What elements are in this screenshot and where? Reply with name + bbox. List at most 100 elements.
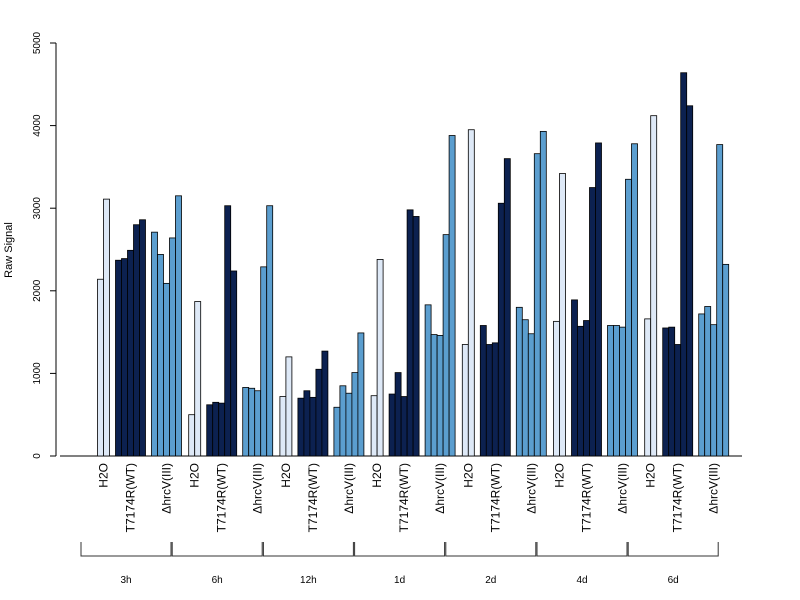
bar <box>515 306 523 457</box>
bar <box>448 135 456 457</box>
y-tick-label: 4000 <box>32 114 43 137</box>
condition-label: H2O <box>644 463 658 488</box>
y-tick-label: 1000 <box>32 362 43 385</box>
timepoint-label: 6h <box>212 575 223 586</box>
bar <box>339 385 347 457</box>
bar <box>115 259 122 457</box>
bar <box>644 318 652 457</box>
bar <box>133 224 140 457</box>
condition-label: ΔhrcV(III) <box>616 463 630 514</box>
bar <box>248 387 256 457</box>
condition-label: H2O <box>97 463 111 488</box>
bar <box>430 334 438 457</box>
bar <box>370 395 378 457</box>
bar <box>400 396 408 457</box>
group-brackets: 3h 6h 12h 1d 2d 4d 6d <box>80 542 719 586</box>
y-tick-label: 0 <box>32 453 43 459</box>
group-bracket <box>262 542 354 557</box>
condition-label: H2O <box>370 463 384 488</box>
bar <box>607 325 614 457</box>
bars <box>97 72 730 457</box>
condition-label: ΔhrcV(III) <box>433 463 447 514</box>
bar <box>315 368 323 457</box>
bar <box>230 270 238 457</box>
bar <box>224 205 232 457</box>
condition-label: ΔhrcV(III) <box>524 463 538 514</box>
condition-label: ΔhrcV(III) <box>342 463 356 514</box>
y-tick-label: 5000 <box>32 31 43 54</box>
condition-label: T7174R(WT) <box>124 463 138 532</box>
bar <box>218 402 226 457</box>
bar <box>619 326 626 457</box>
bar <box>309 396 317 457</box>
bar <box>151 231 158 457</box>
bar <box>631 143 638 457</box>
bar <box>662 327 670 457</box>
bar <box>571 299 578 457</box>
bar <box>357 332 365 457</box>
bar <box>521 319 529 457</box>
bar <box>533 153 541 457</box>
bar <box>394 372 402 457</box>
bar <box>376 259 384 457</box>
condition-label: ΔhrcV(III) <box>251 463 265 514</box>
bar <box>188 414 196 457</box>
bar <box>169 237 176 457</box>
y-axis: 0 1000 2000 3000 4000 5000 <box>32 31 57 459</box>
category-labels: H2O T7174R(WT) ΔhrcV(III) H2O T7174R(WT) Δhrc… <box>97 463 721 532</box>
bar <box>254 390 262 457</box>
y-tick-label: 3000 <box>32 197 43 220</box>
bar <box>266 205 274 457</box>
bar <box>260 266 268 457</box>
bar <box>704 306 712 457</box>
group-bracket <box>354 542 446 557</box>
bar <box>127 249 134 457</box>
condition-label: T7174R(WT) <box>306 463 320 532</box>
bar <box>583 320 590 457</box>
timepoint-label: 1d <box>394 575 405 586</box>
bar <box>650 115 658 457</box>
bar <box>424 304 432 457</box>
bar <box>559 173 566 457</box>
bar <box>479 325 487 457</box>
condition-label: H2O <box>279 463 293 488</box>
bar <box>722 263 730 457</box>
bar <box>467 129 475 457</box>
condition-label: T7174R(WT) <box>488 463 502 532</box>
bar <box>497 202 505 457</box>
bar <box>710 324 718 457</box>
bar <box>333 406 341 457</box>
bar <box>668 326 676 457</box>
group-bracket <box>445 542 537 557</box>
bar <box>595 142 602 457</box>
bar <box>527 333 535 457</box>
condition-label: T7174R(WT) <box>397 463 411 532</box>
timepoint-label: 3h <box>120 575 131 586</box>
bar <box>674 344 682 457</box>
bar <box>321 350 329 457</box>
condition-label: H2O <box>461 463 475 488</box>
bar <box>194 301 202 457</box>
bar <box>279 396 287 457</box>
bar <box>491 342 499 457</box>
bar <box>297 397 305 457</box>
group-bracket <box>80 542 172 557</box>
group-bracket <box>171 542 263 557</box>
condition-label: ΔhrcV(III) <box>160 463 174 514</box>
condition-label: T7174R(WT) <box>580 463 594 532</box>
timepoint-label: 12h <box>300 575 317 586</box>
bar <box>625 178 632 457</box>
bar <box>577 325 584 457</box>
bar <box>175 195 182 457</box>
bar <box>485 344 493 457</box>
timepoint-label: 6d <box>668 575 679 586</box>
bar <box>242 387 250 457</box>
bar <box>406 209 414 457</box>
condition-label: ΔhrcV(III) <box>707 463 721 514</box>
bar <box>388 393 396 457</box>
bar <box>285 356 293 457</box>
group-bracket <box>536 542 628 557</box>
bar <box>716 144 724 457</box>
